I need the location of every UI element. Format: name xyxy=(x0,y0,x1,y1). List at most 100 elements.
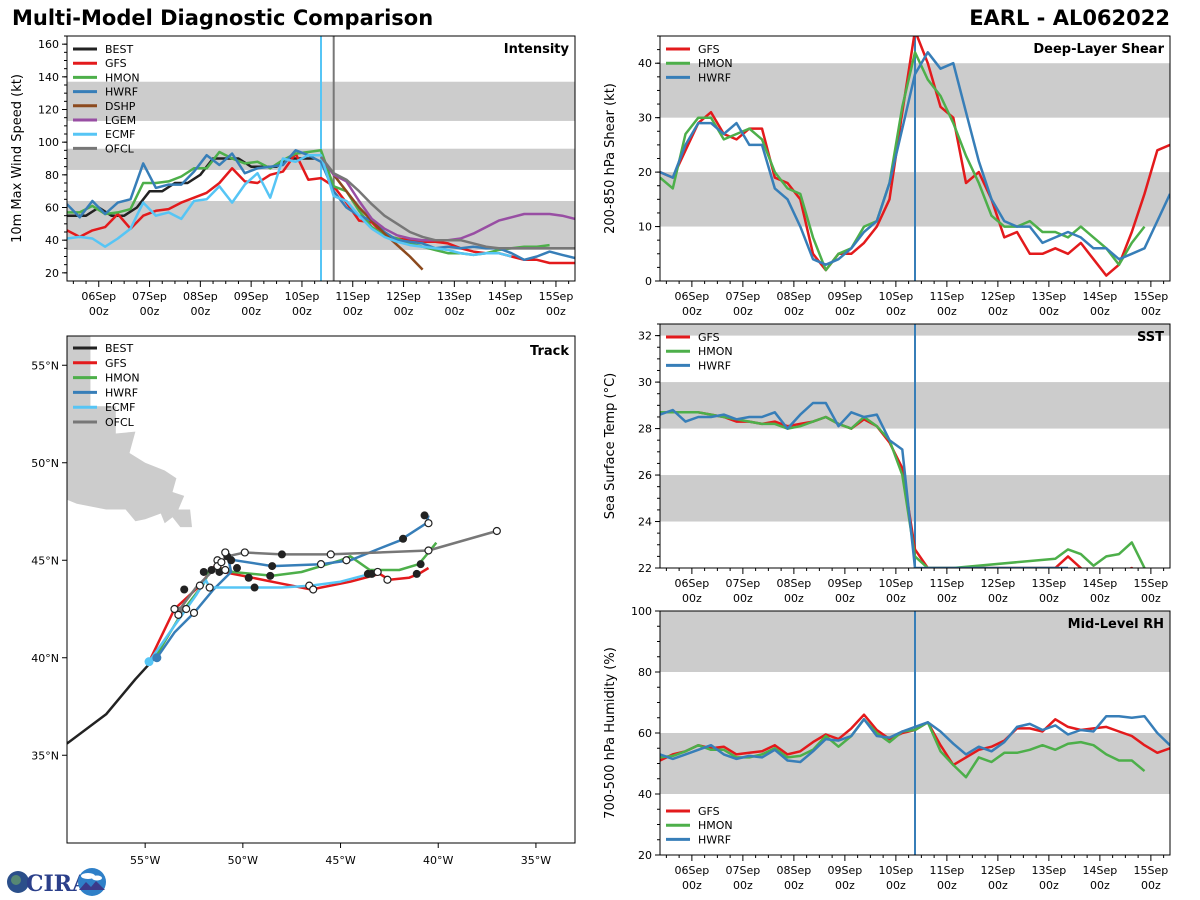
track-marker-00z xyxy=(277,550,286,559)
plot-area xyxy=(660,36,1170,281)
x-tick-label-day: 14Sep xyxy=(1083,290,1118,303)
y-tick-label: 120 xyxy=(38,104,59,117)
x-tick-label-hour: 00z xyxy=(1141,592,1161,605)
x-tick-label-hour: 00z xyxy=(886,305,906,318)
legend-label: HMON xyxy=(105,372,140,385)
page-title: Multi-Model Diagnostic Comparison xyxy=(12,6,434,30)
x-tick-label-hour: 00z xyxy=(1039,305,1059,318)
y-tick-label: 80 xyxy=(638,666,652,679)
x-tick-label-day: 07Sep xyxy=(726,290,761,303)
axes-frame xyxy=(659,323,1171,569)
legend-label: GFS xyxy=(105,57,127,70)
legend-label: HMON xyxy=(698,819,733,832)
x-tick-label-day: 11Sep xyxy=(930,290,965,303)
x-tick-label-day: 07Sep xyxy=(726,864,761,877)
x-tick-label-hour: 00z xyxy=(1090,879,1110,892)
track-marker-12z xyxy=(342,556,351,565)
x-tick-label-hour: 00z xyxy=(546,305,566,318)
x-tick-label-day: 12Sep xyxy=(981,290,1016,303)
track-marker-12z xyxy=(326,550,335,559)
x-tick-label-hour: 00z xyxy=(1039,592,1059,605)
x-tick-label-day: 13Sep xyxy=(1032,290,1067,303)
x-tick-label-hour: 00z xyxy=(937,879,957,892)
x-tick-label-hour: 00z xyxy=(682,305,702,318)
y-tick-label: 0 xyxy=(645,275,652,288)
panel-title: Deep-Layer Shear xyxy=(1033,42,1164,57)
x-tick-label-day: 06Sep xyxy=(675,577,710,590)
x-tick-label-hour: 00z xyxy=(292,305,312,318)
x-tick-label-day: 08Sep xyxy=(777,290,812,303)
y-tick-label: 32 xyxy=(638,330,652,343)
track-marker-12z xyxy=(383,575,392,584)
x-tick-label-hour: 00z xyxy=(1090,305,1110,318)
legend-label: LGEM xyxy=(105,114,136,127)
panel-title: Track xyxy=(530,344,569,359)
legend-label: ECMF xyxy=(105,128,135,141)
x-tick-label-hour: 00z xyxy=(733,305,753,318)
y-tick-label: 26 xyxy=(638,469,652,482)
x-tick-label-day: 12Sep xyxy=(386,290,421,303)
x-tick-label-day: 10Sep xyxy=(879,864,914,877)
y-tick-label: 40 xyxy=(638,788,652,801)
x-tick-label-hour: 00z xyxy=(343,305,363,318)
track-marker-12z xyxy=(373,567,382,577)
track-marker-00z xyxy=(412,569,421,578)
panel-title: Mid-Level RH xyxy=(1068,617,1164,632)
legend-label: BEST xyxy=(105,342,133,355)
y-tick-label: 40 xyxy=(638,57,652,70)
track-marker-12z xyxy=(492,526,501,536)
cloud-mountain-icon xyxy=(78,868,106,896)
x-tick-label-day: 10Sep xyxy=(285,290,320,303)
track-marker-00z xyxy=(207,566,216,574)
y-tick-label: 20 xyxy=(638,849,652,862)
track-marker-12z xyxy=(217,558,226,567)
legend-label: HWRF xyxy=(105,86,138,99)
lat-tick-label: 50°N xyxy=(31,457,59,470)
series-line-ecmf xyxy=(67,153,512,258)
y-tick-label: 80 xyxy=(45,169,59,182)
x-tick-label-day: 08Sep xyxy=(777,864,812,877)
track-marker-12z xyxy=(182,604,191,614)
x-tick-label-hour: 00z xyxy=(733,879,753,892)
x-tick-label-hour: 00z xyxy=(1039,879,1059,892)
x-tick-label-hour: 00z xyxy=(89,305,109,318)
track-marker-12z xyxy=(309,585,318,594)
legend-label: GFS xyxy=(698,331,720,344)
track-marker-12z xyxy=(424,519,433,528)
series-line-hwrf xyxy=(660,401,1068,568)
y-tick-label: 30 xyxy=(638,112,652,125)
y-tick-label: 10 xyxy=(638,221,652,234)
track-marker-00z xyxy=(416,560,425,569)
legend-label: OFCL xyxy=(105,416,135,429)
x-tick-label-hour: 00z xyxy=(190,305,210,318)
track-marker-12z xyxy=(424,546,433,555)
y-axis-label: 200-850 hPa Shear (kt) xyxy=(603,83,618,234)
x-tick-label-hour: 00z xyxy=(495,305,515,318)
track-marker-12z xyxy=(316,560,326,569)
legend-label: GFS xyxy=(698,43,720,56)
y-axis-label: 700-500 hPa Humidity (%) xyxy=(603,647,618,819)
x-tick-label-day: 14Sep xyxy=(488,290,523,303)
x-tick-label-day: 08Sep xyxy=(777,577,812,590)
x-tick-label-hour: 00z xyxy=(1090,592,1110,605)
x-tick-label-hour: 00z xyxy=(886,879,906,892)
series-line-gfs xyxy=(660,36,1170,277)
x-tick-label-day: 13Sep xyxy=(1032,577,1067,590)
legend-label: OFCL xyxy=(105,142,135,155)
x-tick-label-day: 12Sep xyxy=(981,577,1016,590)
track-marker-00z xyxy=(199,567,208,576)
x-tick-label-hour: 00z xyxy=(937,305,957,318)
plot-area xyxy=(660,324,1147,568)
x-tick-label-day: 15Sep xyxy=(1134,577,1169,590)
x-tick-label-hour: 00z xyxy=(988,879,1008,892)
track-marker-00z xyxy=(232,564,241,573)
lat-tick-label: 45°N xyxy=(31,554,59,567)
x-tick-label-hour: 00z xyxy=(140,305,160,318)
x-tick-label-hour: 00z xyxy=(444,305,464,318)
panel-title: SST xyxy=(1137,330,1164,345)
legend-label: HMON xyxy=(105,71,140,84)
y-axis-label: 10m Max Wind Speed (kt) xyxy=(10,74,25,243)
x-tick-label-hour: 00z xyxy=(784,592,804,605)
lon-tick-label: 40°W xyxy=(423,854,453,867)
